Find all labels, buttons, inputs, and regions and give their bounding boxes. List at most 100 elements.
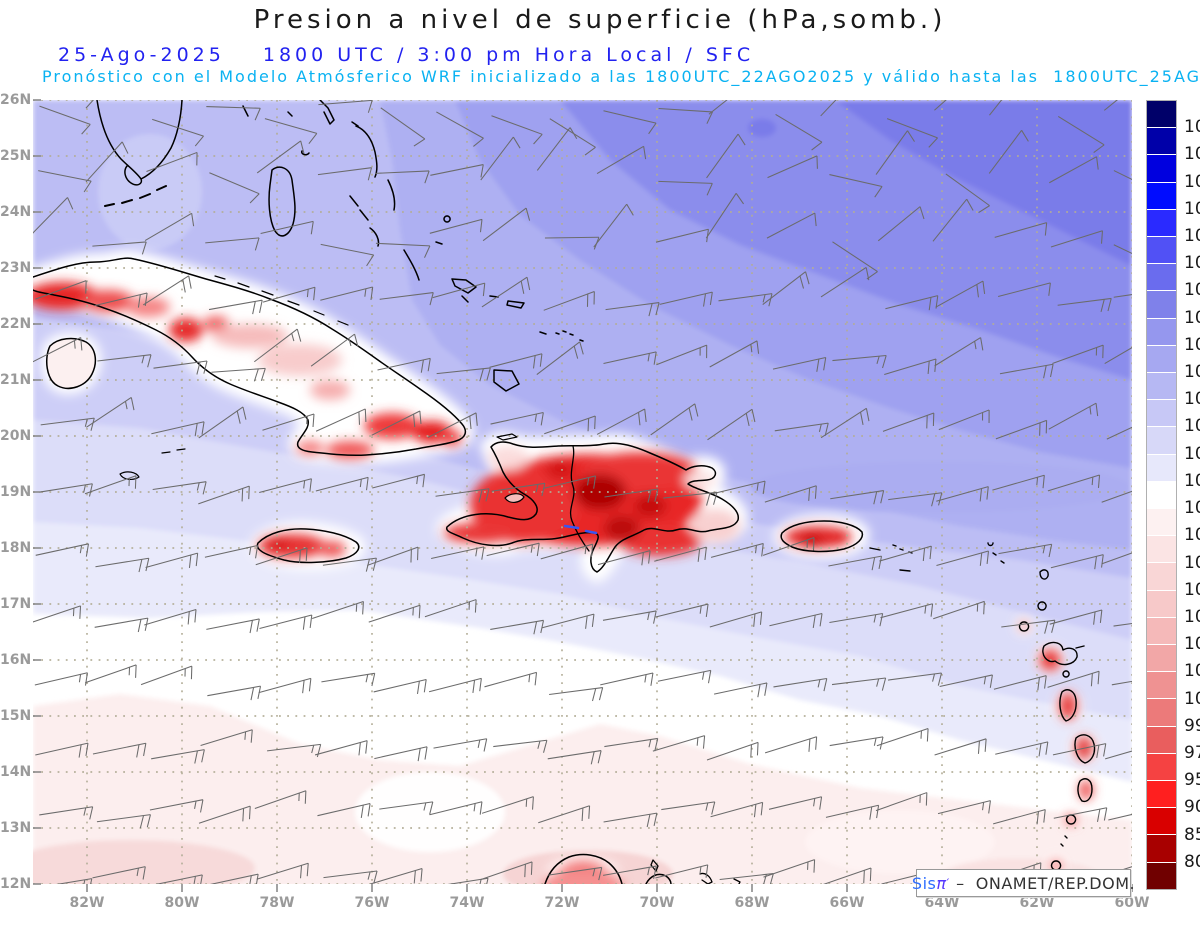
colorbar-block [1147, 699, 1176, 726]
colorbar-label: 950 [1184, 770, 1200, 791]
lake-enriquillo [584, 529, 598, 535]
wind-barb [370, 868, 423, 884]
wind-barb [373, 678, 427, 695]
lat-label: 19N [0, 484, 32, 500]
lat-label: 25N [0, 148, 32, 164]
wind-barb [33, 197, 74, 234]
wind-barb [311, 600, 364, 619]
wind-barb [995, 741, 1049, 757]
wind-barb [436, 111, 484, 147]
lat-label: 16N [0, 652, 32, 668]
wind-barb [33, 337, 83, 363]
colorbar-label: 1013 [1184, 498, 1200, 519]
wind-barb [259, 478, 312, 494]
wind-barb [256, 140, 305, 174]
wind-barb [829, 174, 883, 198]
wind-barb [775, 113, 823, 151]
colorbar-block [1147, 481, 1176, 509]
wind-barb [934, 337, 984, 367]
wind-barb [992, 474, 1045, 491]
wind-barb [211, 367, 266, 382]
wind-barb [602, 610, 657, 624]
wind-barb [1111, 680, 1132, 686]
wind-barb [536, 341, 584, 375]
wind-barb [886, 118, 938, 148]
wind-barb [206, 106, 261, 121]
wind-barb [656, 344, 708, 366]
wind-barb [712, 480, 766, 495]
wind-barb [204, 544, 259, 559]
wind-barb [142, 275, 192, 306]
wind-barb [657, 669, 712, 684]
lat-label: 21N [0, 372, 32, 388]
pressure-field-land-heat [33, 282, 1093, 884]
wind-barb [260, 220, 314, 235]
lesser-antilles-coastlines [987, 542, 1096, 871]
wind-barb [255, 547, 308, 566]
wind-barb [374, 746, 428, 762]
colorbar-block [1147, 400, 1176, 427]
wind-barb [709, 611, 763, 628]
colorbar-block [1147, 291, 1176, 318]
wind-barb [823, 867, 872, 884]
wind-barb [1101, 490, 1132, 503]
wind-barb [877, 206, 925, 242]
wind-barb [151, 749, 205, 764]
wind-barb [655, 864, 709, 879]
colorbar-label: 1025 [1184, 253, 1200, 274]
wind-barb [92, 866, 146, 880]
wind-barb [491, 115, 543, 145]
wind-barb [92, 742, 147, 758]
wind-barb [1047, 474, 1101, 492]
wind-barb [1049, 609, 1103, 625]
wind-barb [320, 243, 375, 267]
colorbar-block [1147, 209, 1176, 237]
wind-barb [993, 675, 1047, 691]
lat-label: 17N [0, 596, 32, 612]
wind-barb [597, 550, 651, 566]
wind-barb [774, 422, 829, 436]
colorbar-block [1147, 617, 1176, 645]
wind-barb [936, 486, 989, 502]
lat-label: 24N [0, 204, 32, 220]
wind-barb [1057, 115, 1105, 154]
wind-barb [1052, 743, 1107, 758]
wind-barb [934, 100, 947, 111]
wind-barb [659, 291, 713, 307]
wind-barb [205, 237, 260, 251]
wind-barb [707, 408, 756, 441]
wind-barb [436, 367, 491, 382]
valid-time-row: 25-Ago-2025 1800 UTC / 3:00 pm Hora Loca… [58, 44, 754, 66]
wind-barb [431, 546, 485, 560]
wind-barb [887, 672, 942, 686]
colorbar-label: 1022 [1184, 280, 1200, 301]
colorbar-label: 990 [1184, 715, 1200, 736]
wind-barb [146, 151, 198, 172]
colorbar-label: 1017 [1184, 389, 1200, 410]
wind-barb [317, 803, 371, 819]
wind-barb [95, 557, 150, 573]
wind-barb [481, 276, 531, 308]
wind-barb [84, 475, 137, 495]
wind-barb [989, 100, 1003, 116]
wind-barb [33, 605, 82, 623]
colorbar-label: 1012 [1184, 525, 1200, 546]
wind-barb [377, 357, 431, 373]
wind-barb [936, 550, 990, 566]
model-forecast-line: Pronóstico con el Modelo Atmósferico WRF… [42, 67, 1200, 86]
wind-barb [208, 299, 263, 315]
wind-barb [541, 613, 595, 629]
wind-barb [934, 738, 987, 756]
wind-barb [935, 280, 986, 308]
wind-barb [152, 118, 204, 147]
wind-barb [988, 129, 1029, 174]
wind-barb [663, 491, 718, 506]
wind-barb [875, 130, 915, 175]
wind-barb [481, 796, 534, 814]
colorbar-block [1147, 155, 1176, 182]
wind-barb [876, 728, 929, 747]
wind-barb [763, 859, 816, 878]
wind-barb [144, 212, 195, 242]
florida-coastline [96, 100, 183, 186]
